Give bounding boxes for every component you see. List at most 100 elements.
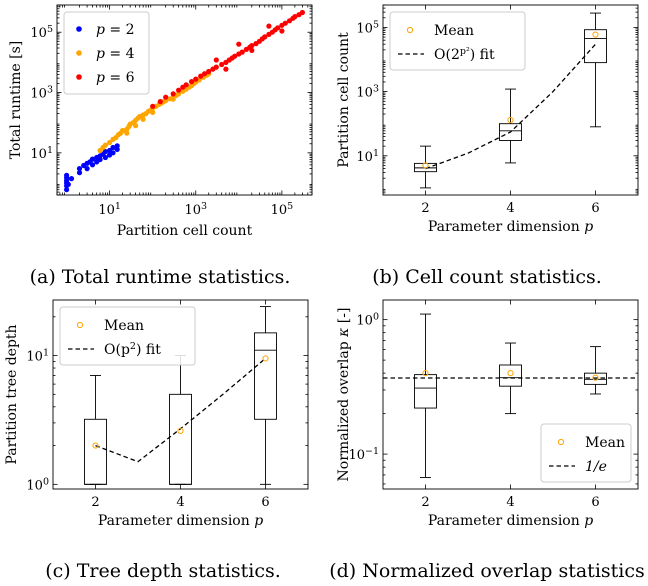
box-iqr xyxy=(414,374,437,409)
data-point xyxy=(262,34,268,40)
chart-panel-d: 10−1 100 2 4 6 Parameter dimension p Normalize… xyxy=(336,299,639,529)
mean-marker xyxy=(262,355,269,362)
data-point xyxy=(110,144,116,151)
y-axis-label: Partition cell count xyxy=(336,32,352,168)
legend-label: O(p2) fit xyxy=(104,341,161,359)
data-point xyxy=(275,25,281,31)
x-tick-label: 6 xyxy=(261,495,269,510)
data-point xyxy=(198,73,204,79)
legend-mean-marker xyxy=(557,438,565,446)
x-tick-label: 4 xyxy=(506,495,514,510)
box-iqr xyxy=(169,393,192,485)
data-point xyxy=(219,61,225,68)
data-point xyxy=(64,172,70,178)
data-point xyxy=(76,170,83,176)
data-point xyxy=(282,20,288,26)
data-point xyxy=(206,68,212,75)
caption-a: (a) Total runtime statistics. xyxy=(30,266,291,288)
data-point xyxy=(170,91,176,97)
data-point xyxy=(157,99,163,105)
series-6 xyxy=(150,9,305,109)
y-axis-label: Partition tree depth xyxy=(4,324,20,464)
legend-marker xyxy=(76,74,82,80)
box-p6 xyxy=(584,12,607,128)
legend-label: 1/e xyxy=(585,459,607,475)
box-p6 xyxy=(254,306,277,485)
data-point xyxy=(249,47,255,54)
data-point xyxy=(213,64,219,70)
box-iqr xyxy=(584,29,607,64)
mean-marker xyxy=(592,31,599,38)
legend-box xyxy=(389,11,526,71)
box-p2 xyxy=(414,313,437,478)
data-point xyxy=(249,43,255,49)
series-2 xyxy=(64,143,120,193)
caption-d: (d) Normalized overlap statistics xyxy=(329,560,645,582)
plot-frame xyxy=(52,299,309,490)
y-tick-label: 101 xyxy=(356,147,379,165)
data-point xyxy=(150,109,156,115)
data-point xyxy=(102,149,108,155)
x-axis-label: Parameter dimension p xyxy=(428,219,593,235)
y-axis-label: Total runtime [s] xyxy=(8,41,24,160)
legend-marker xyxy=(76,26,82,32)
x-tick-label: 101 xyxy=(98,201,121,219)
y-tick-label: 105 xyxy=(356,19,379,37)
x-tick-label: 4 xyxy=(506,201,514,216)
data-point xyxy=(170,96,176,102)
mean-marker xyxy=(507,370,514,377)
legend-label: p = 4 xyxy=(96,46,135,62)
caption-c: (c) Tree depth statistics. xyxy=(45,560,281,582)
legend-label: Mean xyxy=(104,318,144,334)
x-tick-label: 2 xyxy=(421,201,429,216)
box-p6 xyxy=(584,346,607,395)
box-iqr xyxy=(499,123,522,141)
y-tick-label: 100 xyxy=(26,476,49,494)
legend-mean-marker xyxy=(406,26,414,34)
box-iqr xyxy=(499,364,522,387)
legend: p = 2 p = 4 p = 6 xyxy=(63,11,150,95)
data-point xyxy=(64,187,70,193)
data-point xyxy=(189,79,195,85)
legend-label: Mean xyxy=(434,23,474,39)
data-point xyxy=(107,139,113,146)
data-point xyxy=(76,166,83,172)
legend-mean-marker xyxy=(76,321,84,329)
x-tick-label: 6 xyxy=(591,201,599,216)
chart-panel-c: 100 101 2 4 6 Parameter dimension p Partition … xyxy=(4,299,309,529)
data-point xyxy=(239,49,245,55)
x-tick-label: 105 xyxy=(271,201,294,219)
box-p4 xyxy=(169,355,192,485)
data-point xyxy=(193,76,199,82)
mean-marker xyxy=(507,116,514,124)
data-point xyxy=(89,162,96,168)
x-tick-label: 2 xyxy=(91,495,99,510)
fit-line xyxy=(95,357,266,463)
y-axis-label: Normalized overlap κ [-] xyxy=(336,308,352,482)
data-point xyxy=(266,23,272,29)
mean-marker xyxy=(92,442,99,449)
legend-label: p = 2 xyxy=(96,22,135,38)
legend-label: Mean xyxy=(585,435,625,451)
mean-marker xyxy=(177,427,184,434)
box-p4 xyxy=(499,88,522,164)
data-point xyxy=(223,66,229,72)
data-point xyxy=(68,176,75,182)
plot-frame xyxy=(382,299,639,490)
x-tick-label: 103 xyxy=(184,201,207,219)
legend-box xyxy=(59,306,196,366)
y-tick-label: 101 xyxy=(30,144,53,162)
plot-frame xyxy=(56,4,313,196)
data-point xyxy=(133,123,139,129)
data-point xyxy=(150,103,156,109)
data-point xyxy=(176,87,182,93)
data-point xyxy=(65,181,71,187)
data-point xyxy=(84,166,90,172)
data-point xyxy=(232,53,238,59)
x-tick-label: 2 xyxy=(421,495,429,510)
chart-panel-b: 101 103 105 2 4 6 Parameter dimension p Partiti… xyxy=(336,4,639,235)
legend-label: O(2p²) fit xyxy=(434,46,495,64)
x-axis-label: Partition cell count xyxy=(117,223,253,239)
data-point xyxy=(163,94,169,100)
